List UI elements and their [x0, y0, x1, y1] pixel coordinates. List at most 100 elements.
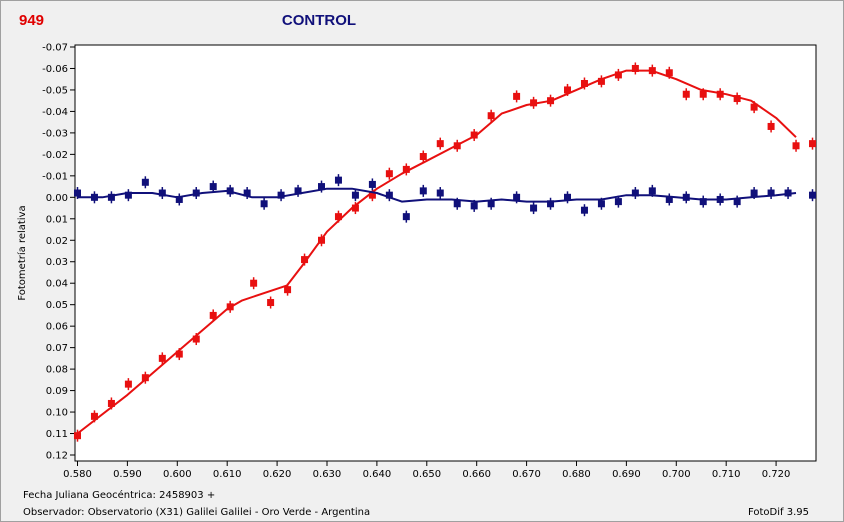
- y-tick-label: -0.01: [42, 171, 68, 182]
- x-tick-label: 0.630: [313, 469, 342, 480]
- plot-area: [74, 44, 817, 462]
- version-text: FotoDif 3.95: [748, 507, 809, 518]
- data-point: [530, 96, 538, 109]
- y-tick-label: 0.08: [46, 365, 68, 376]
- data-point: [141, 176, 149, 189]
- y-tick-label: 0.04: [46, 279, 68, 290]
- y-tick-label: 0.01: [46, 214, 68, 225]
- data-point: [301, 253, 309, 266]
- data-point: [368, 178, 376, 191]
- data-point: [141, 371, 149, 384]
- data-point: [277, 189, 285, 202]
- data-point: [73, 429, 81, 442]
- data-point: [250, 277, 258, 290]
- star-number: 949: [19, 12, 44, 29]
- x-tick-label: 0.680: [562, 469, 591, 480]
- y-tick-label: 0.03: [46, 257, 68, 268]
- data-point: [699, 195, 707, 208]
- data-point: [107, 191, 115, 204]
- data-point: [487, 109, 495, 122]
- data-point: [809, 137, 817, 150]
- x-tick-label: 0.700: [662, 469, 691, 480]
- y-tick-label: 0.10: [46, 408, 68, 419]
- data-point: [580, 204, 588, 217]
- data-point: [750, 101, 758, 114]
- data-point: [767, 187, 775, 200]
- data-point: [716, 88, 724, 101]
- data-point: [419, 150, 427, 163]
- observer-text: Observador: Observatorio (X31) Galilei G…: [23, 507, 370, 518]
- data-point: [294, 184, 302, 197]
- data-point: [665, 66, 673, 79]
- data-point: [402, 163, 410, 176]
- data-point: [809, 189, 817, 202]
- data-point: [648, 184, 656, 197]
- x-tick-label: 0.670: [512, 469, 541, 480]
- data-point: [209, 180, 217, 193]
- data-point: [733, 195, 741, 208]
- data-point: [631, 62, 639, 75]
- data-point: [564, 191, 572, 204]
- y-tick-label: -0.02: [42, 150, 68, 161]
- x-tick-label: 0.710: [712, 469, 741, 480]
- data-point: [614, 68, 622, 81]
- y-tick-label: -0.07: [42, 43, 68, 54]
- data-point: [73, 187, 81, 200]
- data-point: [716, 193, 724, 206]
- x-tick-label: 0.660: [462, 469, 491, 480]
- data-point: [487, 197, 495, 210]
- data-point: [513, 191, 521, 204]
- data-point: [209, 309, 217, 322]
- y-tick-label: 0.02: [46, 236, 68, 247]
- data-point: [580, 77, 588, 90]
- x-tick-label: 0.610: [213, 469, 242, 480]
- x-tick-label: 0.580: [63, 469, 92, 480]
- x-tick-label: 0.720: [762, 469, 791, 480]
- series-0: [73, 62, 817, 442]
- y-tick-label: -0.06: [42, 64, 68, 75]
- data-point: [750, 187, 758, 200]
- data-point: [767, 120, 775, 133]
- data-point: [124, 189, 132, 202]
- y-tick-label: 0.07: [46, 343, 68, 354]
- x-axis: 0.580 0.590 0.600 0.610 0.620 0.630 0.640 0.650…: [63, 461, 790, 480]
- data-point: [648, 64, 656, 77]
- series-layer: [73, 62, 817, 442]
- data-point: [192, 333, 200, 346]
- y-tick-label: 0.06: [46, 322, 68, 333]
- data-point: [436, 187, 444, 200]
- data-point: [124, 378, 132, 391]
- data-point: [792, 139, 800, 152]
- data-point: [597, 75, 605, 88]
- y-tick-label: 0.09: [46, 386, 68, 397]
- data-point: [784, 187, 792, 200]
- data-point: [453, 139, 461, 152]
- y-tick-label: 0.00: [46, 193, 68, 204]
- data-point: [90, 191, 98, 204]
- y-tick-label: -0.04: [42, 107, 68, 118]
- data-point: [192, 187, 200, 200]
- data-point: [470, 129, 478, 142]
- y-tick-label: 0.12: [46, 451, 68, 462]
- data-point: [284, 283, 292, 296]
- data-point: [90, 410, 98, 423]
- data-point: [547, 197, 555, 210]
- y-tick-label: -0.05: [42, 85, 68, 96]
- x-tick-label: 0.620: [263, 469, 292, 480]
- x-tick-label: 0.650: [412, 469, 441, 480]
- data-point: [351, 202, 359, 215]
- data-point: [226, 300, 234, 313]
- data-point: [318, 180, 326, 193]
- data-point: [260, 197, 268, 210]
- x-tick-label: 0.590: [113, 469, 142, 480]
- data-point: [682, 88, 690, 101]
- data-point: [402, 210, 410, 223]
- y-tick-label: 0.11: [46, 429, 68, 440]
- data-point: [513, 90, 521, 103]
- data-point: [158, 352, 166, 365]
- data-point: [267, 296, 275, 309]
- data-point: [614, 195, 622, 208]
- data-point: [334, 174, 342, 187]
- data-point: [226, 184, 234, 197]
